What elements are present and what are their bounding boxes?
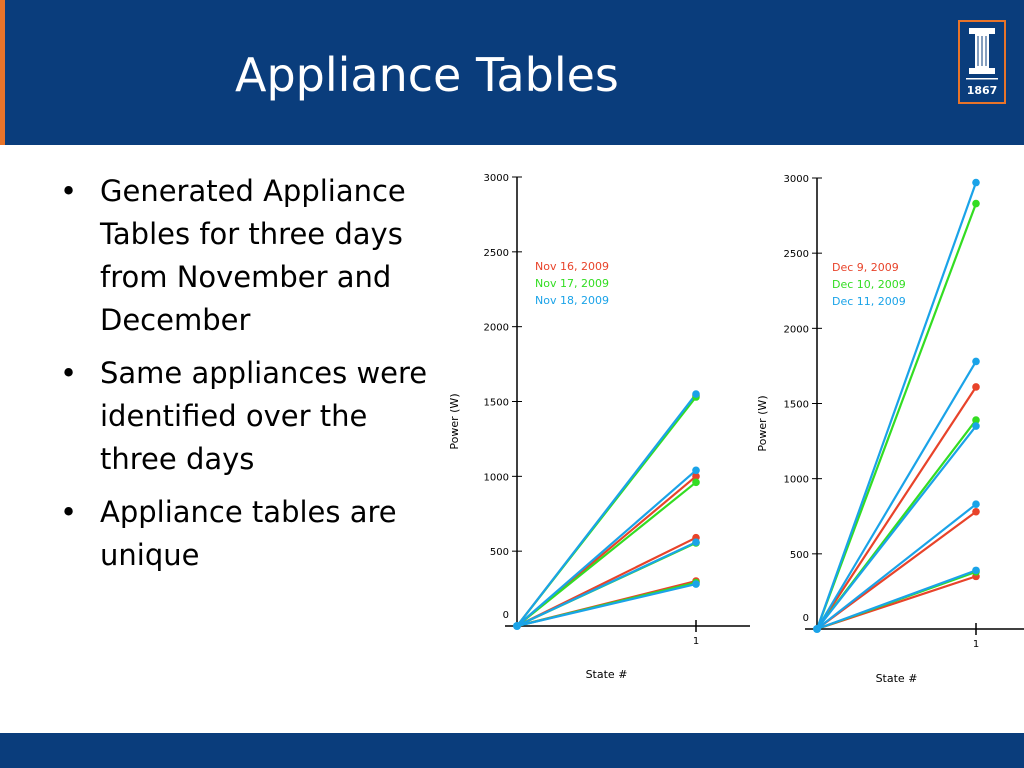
series-point (692, 390, 700, 398)
slide-header: Appliance Tables 1867 (0, 0, 1024, 145)
series-line (516, 393, 697, 627)
y-tick-label: 1000 (484, 472, 509, 483)
y-tick-label: 2000 (484, 323, 509, 334)
chart-december-svg: 0 500 1000 1500 2000 2500 3000 1 State # Power (W… (756, 174, 1024, 685)
series-point (972, 199, 980, 208)
y-tick-label: 3000 (484, 173, 509, 184)
origin-point (513, 622, 521, 630)
bullet-text: Generated Appliance Tables for three day… (100, 174, 406, 337)
y-tick-label: 3000 (784, 174, 809, 185)
series-line (516, 469, 697, 627)
series-point (972, 566, 980, 575)
series-point (692, 478, 700, 487)
series-line (516, 541, 697, 627)
x-axis-label: State # (586, 668, 628, 681)
y-tick-label: 1500 (484, 398, 509, 409)
slide-footer (0, 733, 1024, 768)
legend-entry: Nov 18, 2009 (535, 294, 609, 307)
bullet-dot: • (60, 495, 78, 529)
y-tick-label: 0 (803, 613, 809, 624)
series-line (816, 569, 977, 631)
y-tick-label: 2000 (784, 324, 809, 335)
series-point (972, 422, 980, 430)
bullet-dot: • (60, 356, 78, 390)
chart-december: 0 500 1000 1500 2000 2500 3000 1 State # Power (W… (750, 160, 1024, 700)
series-point (692, 472, 700, 481)
series-line (816, 425, 977, 630)
chart-november: 0 500 1000 1500 2000 2500 3000 1 State # Power (W… (440, 160, 760, 700)
slide-title: Appliance Tables (235, 48, 619, 102)
series-point (692, 580, 700, 588)
y-tick-label: 1000 (784, 475, 809, 486)
logo-year: 1867 (967, 84, 998, 97)
bullet-text: Appliance tables are unique (100, 495, 397, 572)
series-point (972, 383, 980, 391)
bullet-text: Same appliances were identified over the… (100, 356, 428, 476)
series-point (972, 416, 980, 424)
series-line (816, 503, 977, 630)
bullet-item: • Same appliances were identified over th… (60, 352, 440, 481)
header-accent-bar (0, 0, 5, 145)
x-tick-label: 1 (973, 639, 979, 650)
legend-entry: Dec 9, 2009 (832, 261, 899, 274)
series-line (816, 360, 977, 630)
legend-entry: Dec 10, 2009 (832, 278, 906, 291)
series-point (692, 466, 700, 475)
y-axis-label: Power (W) (448, 393, 461, 449)
series-point (692, 538, 700, 546)
series-line (816, 386, 977, 630)
y-tick-label: 2500 (784, 249, 809, 260)
y-tick-label: 500 (490, 547, 509, 558)
x-axis-label: State # (876, 672, 918, 685)
series-point (972, 500, 980, 509)
series-point (972, 178, 980, 187)
y-tick-label: 500 (790, 550, 809, 561)
bullet-item: • Generated Appliance Tables for three da… (60, 170, 440, 342)
y-tick-label: 1500 (784, 400, 809, 411)
x-tick-label: 1 (693, 636, 699, 647)
y-tick-label: 0 (503, 610, 509, 621)
series-point (972, 357, 980, 366)
series-line (516, 481, 697, 627)
series-line (815, 182, 978, 630)
chart-november-svg: 0 500 1000 1500 2000 2500 3000 1 State # Power (W… (448, 173, 750, 681)
series-line (815, 203, 978, 630)
bullet-dot: • (60, 174, 78, 208)
y-axis-label: Power (W) (756, 395, 769, 451)
bullet-item: • Appliance tables are unique (60, 491, 440, 577)
legend-entry: Nov 16, 2009 (535, 260, 609, 273)
origin-point (813, 625, 821, 633)
university-logo: 1867 (958, 20, 1006, 104)
y-tick-label: 2500 (484, 248, 509, 259)
series-line (516, 583, 697, 628)
legend-entry: Nov 17, 2009 (535, 277, 609, 290)
series-point (972, 507, 980, 516)
bullet-list: • Generated Appliance Tables for three da… (60, 170, 440, 587)
legend-entry: Dec 11, 2009 (832, 295, 906, 308)
